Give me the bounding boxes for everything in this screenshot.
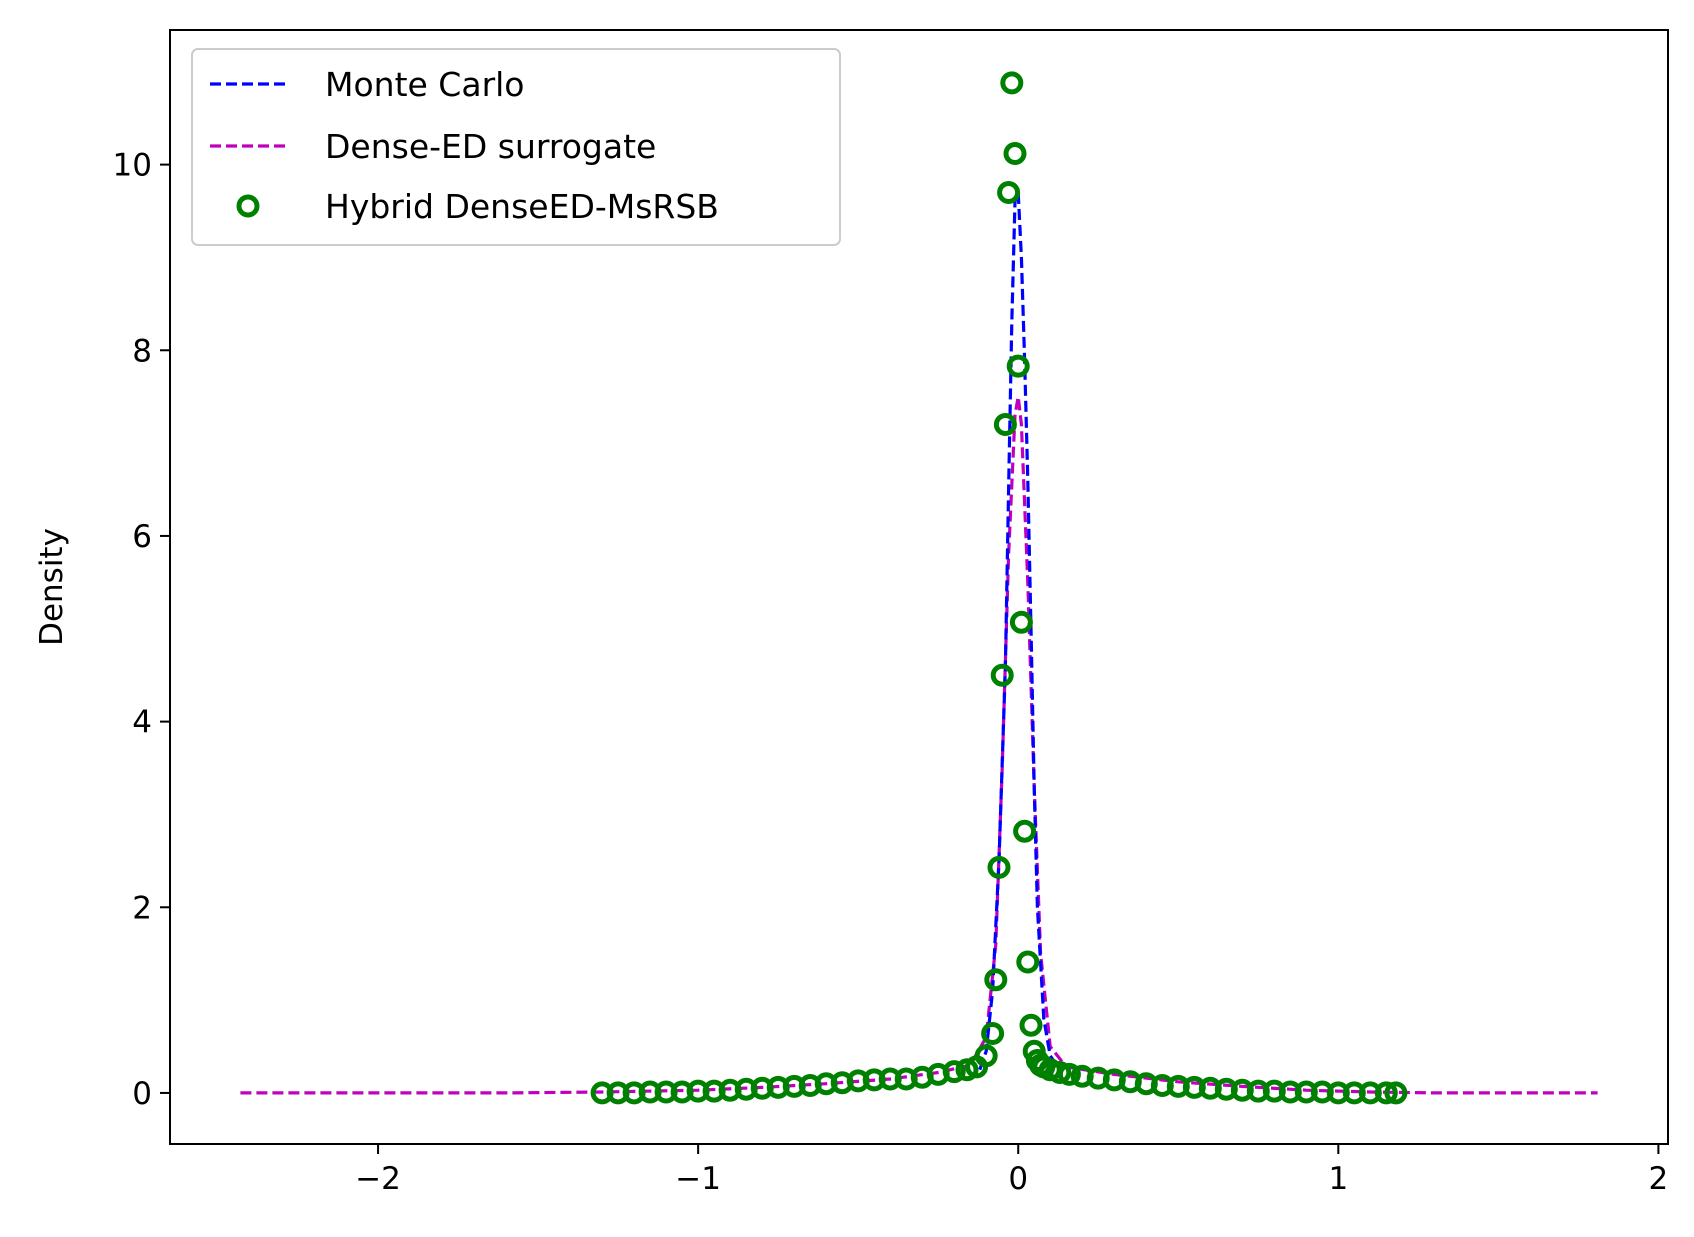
plot-frame (169, 29, 1669, 1145)
x-tick-label: 1 (1328, 1161, 1348, 1197)
y-tick-label: 4 (132, 705, 152, 741)
x-tick-label: −1 (675, 1161, 721, 1197)
y-axis: 0 2 4 6 8 10 (113, 148, 170, 1112)
y-tick-label: 6 (132, 519, 152, 555)
data-point-hybrid-denseed-msrsb (1013, 819, 1037, 843)
y-tick-label: 10 (113, 148, 152, 184)
data-point-hybrid-denseed-msrsb (974, 1044, 998, 1068)
data-point-hybrid-denseed-msrsb (1374, 1081, 1398, 1105)
y-tick-label: 8 (132, 333, 152, 369)
legend-box (191, 48, 841, 246)
legend-swatch-hybrid (236, 194, 260, 218)
series-line-monte-carlo (978, 190, 1058, 1071)
data-point-hybrid-denseed-msrsb (1009, 610, 1033, 634)
legend: Monte Carlo Dense-ED surrogate Hybrid De… (191, 48, 841, 246)
x-axis: −2 −1 0 1 2 (355, 1144, 1668, 1197)
data-point-hybrid-denseed-msrsb (981, 1022, 1005, 1045)
x-tick-label: 2 (1649, 1161, 1669, 1197)
series-layer (240, 71, 1598, 1105)
data-point-hybrid-denseed-msrsb (984, 968, 1008, 992)
data-point-hybrid-denseed-msrsb (1003, 142, 1027, 165)
y-tick-label: 0 (132, 1076, 152, 1112)
legend-label-monte-carlo: Monte Carlo (325, 65, 525, 104)
data-point-hybrid-denseed-msrsb (987, 855, 1011, 879)
y-tick-label: 2 (132, 890, 152, 926)
series-line-dense-ed-surrogate (240, 395, 1598, 1095)
legend-label-hybrid: Hybrid DenseED-MsRSB (325, 187, 719, 226)
data-point-hybrid-denseed-msrsb (1006, 354, 1030, 378)
data-point-hybrid-denseed-msrsb (990, 663, 1014, 687)
legend-label-dense-ed: Dense-ED surrogate (325, 127, 656, 166)
data-point-hybrid-denseed-msrsb (997, 181, 1021, 204)
data-point-hybrid-denseed-msrsb (993, 413, 1017, 436)
data-point-hybrid-denseed-msrsb (942, 1060, 966, 1084)
data-point-hybrid-denseed-msrsb (1057, 1062, 1081, 1086)
x-tick-label: 0 (1008, 1161, 1028, 1197)
x-tick-label: −2 (355, 1161, 401, 1197)
y-axis-label: Density (34, 528, 70, 646)
data-point-hybrid-denseed-msrsb (1019, 1013, 1043, 1037)
data-point-hybrid-denseed-msrsb (1000, 71, 1024, 95)
data-point-hybrid-denseed-msrsb (1048, 1061, 1072, 1084)
data-point-hybrid-denseed-msrsb (1016, 950, 1040, 974)
data-point-hybrid-denseed-msrsb (1384, 1081, 1408, 1105)
